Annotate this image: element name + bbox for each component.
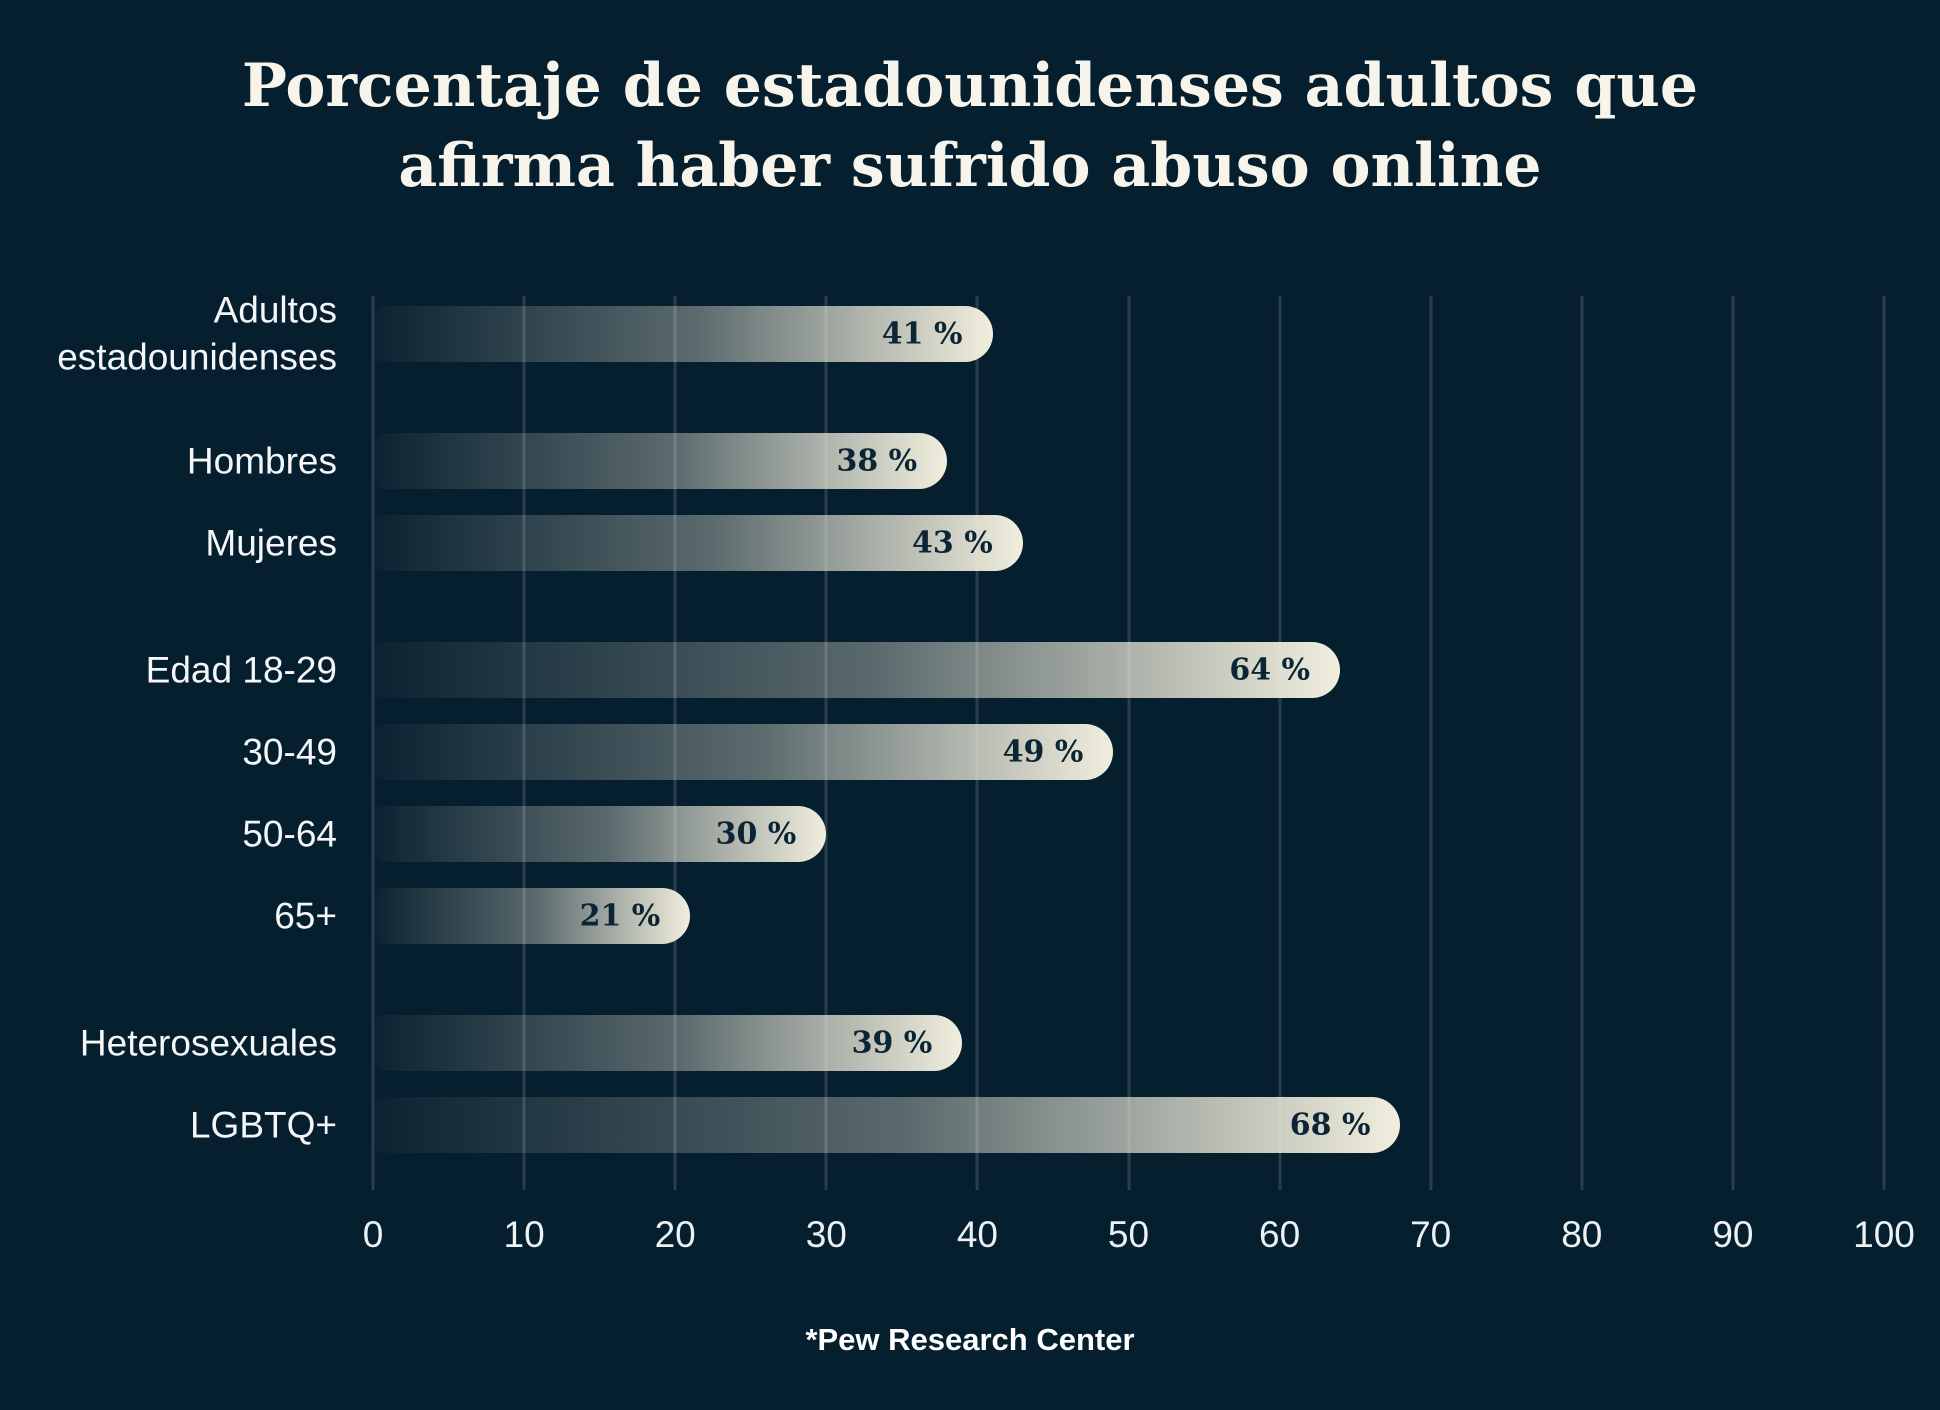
bar-chart: Adultos estadounidenses 41 % Hombres 38 % Mu… xyxy=(57,290,1915,1255)
bar-row: Edad 18-29 64 % xyxy=(146,642,1884,698)
x-tick-label: 70 xyxy=(1410,1214,1452,1255)
category-label: Mujeres xyxy=(205,522,337,564)
x-tick-label: 30 xyxy=(805,1214,847,1255)
category-label: Heterosexuales xyxy=(79,1022,337,1064)
bar-group: Heterosexuales 39 % LGBTQ+ 68 % xyxy=(80,1015,1884,1153)
bar: 49 % xyxy=(373,724,1114,780)
bar-row: Heterosexuales 39 % xyxy=(80,1015,1884,1071)
gridline xyxy=(1882,296,1886,1190)
x-tick-label: 90 xyxy=(1712,1214,1754,1255)
value-label: 64 % xyxy=(1229,652,1311,688)
value-label: 43 % xyxy=(912,525,993,561)
gridline xyxy=(1429,296,1433,1190)
bar: 21 % xyxy=(373,888,691,944)
bar-group: Hombres 38 % Mujeres 43 % xyxy=(187,433,1884,571)
bar-row: Mujeres 43 % xyxy=(205,515,1884,571)
chart-title-line2: afirma haber sufrido abuso online xyxy=(398,131,1542,202)
x-tick-label: 10 xyxy=(503,1214,545,1255)
category-label: Edad 18-29 xyxy=(145,649,337,691)
value-label: 68 % xyxy=(1289,1107,1371,1143)
bar: 39 % xyxy=(373,1015,963,1071)
gridline xyxy=(1731,296,1735,1190)
bar: 38 % xyxy=(373,433,948,489)
chart-title-line1: Porcentaje de estadounidenses adultos qu… xyxy=(241,51,1699,121)
x-tick-label: 40 xyxy=(956,1214,998,1255)
bar-group: Edad 18-29 64 % 30-49 49 % 50-64 30 % 65+ 21 % xyxy=(146,642,1884,944)
bar: 68 % xyxy=(373,1097,1401,1153)
x-tick-label: 80 xyxy=(1561,1214,1603,1255)
category-label: Adultos estadounidenses xyxy=(57,289,337,378)
bar-row: Adultos estadounidenses 41 % xyxy=(57,290,1884,378)
gridline xyxy=(1127,296,1130,1190)
value-label: 41 % xyxy=(881,316,963,352)
bar-rows: Adultos estadounidenses 41 % Hombres 38 % Mu… xyxy=(57,290,1884,1190)
bar-row: LGBTQ+ 68 % xyxy=(190,1097,1884,1153)
bar: 41 % xyxy=(373,306,993,362)
source-note: *Pew Research Center xyxy=(805,1322,1135,1357)
bar: 30 % xyxy=(373,806,827,862)
value-label: 30 % xyxy=(715,816,797,852)
chart-title: Porcentaje de estadounidenses adultos qu… xyxy=(0,46,1940,207)
gridline xyxy=(1278,296,1282,1190)
value-label: 21 % xyxy=(579,898,661,934)
bar: 64 % xyxy=(373,642,1341,698)
gridline xyxy=(1580,296,1584,1190)
value-label: 49 % xyxy=(1002,734,1084,770)
x-tick-label: 50 xyxy=(1107,1214,1150,1255)
bar-row: 30-49 49 % xyxy=(242,724,1884,780)
x-tick-label: 60 xyxy=(1259,1214,1301,1255)
bar-row: 65+ 21 % xyxy=(274,888,1884,944)
x-tick-label: 100 xyxy=(1853,1214,1915,1255)
bar-row: Hombres 38 % xyxy=(187,433,1884,489)
x-tick-label: 20 xyxy=(654,1214,696,1255)
x-tick-label: 0 xyxy=(362,1214,384,1255)
category-label: Hombres xyxy=(186,440,337,482)
bar-row: 50-64 30 % xyxy=(242,806,1884,862)
bar-group: Adultos estadounidenses 41 % xyxy=(57,290,1884,378)
value-label: 38 % xyxy=(836,443,918,479)
category-label: 30-49 xyxy=(242,731,337,773)
bar: 43 % xyxy=(373,515,1023,571)
category-label: 50-64 xyxy=(242,813,337,855)
category-label: 65+ xyxy=(274,895,337,937)
category-label: LGBTQ+ xyxy=(189,1104,337,1146)
value-label: 39 % xyxy=(851,1025,933,1061)
